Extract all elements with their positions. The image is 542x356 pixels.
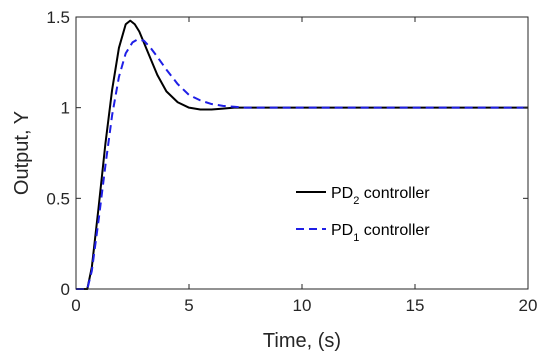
- x-axis-ticks: 0 5 10 15 20: [71, 17, 537, 315]
- y-tick-label: 0: [61, 280, 70, 299]
- x-tick-label: 5: [184, 296, 193, 315]
- x-tick-label: 20: [519, 296, 538, 315]
- x-tick-label: 15: [406, 296, 425, 315]
- series-line-1: [76, 19, 528, 290]
- plot-lines: [76, 19, 528, 290]
- y-axis-label: Output, Y: [11, 111, 33, 195]
- y-tick-label: 1: [61, 99, 70, 118]
- y-tick-label: 0.5: [46, 189, 70, 208]
- legend-label-2: PD1 controller: [331, 222, 430, 244]
- legend: PD2 controller PD1 controller: [296, 185, 430, 244]
- y-tick-label: 1.5: [46, 8, 70, 27]
- x-axis-label: Time, (s): [263, 330, 341, 352]
- x-tick-label: 0: [71, 296, 80, 315]
- axes-box: [75, 16, 529, 290]
- legend-label-1: PD2 controller: [331, 185, 430, 207]
- y-axis-ticks: 0 0.5 1 1.5: [46, 8, 528, 299]
- x-tick-label: 10: [293, 296, 312, 315]
- series-line-2: [76, 38, 528, 290]
